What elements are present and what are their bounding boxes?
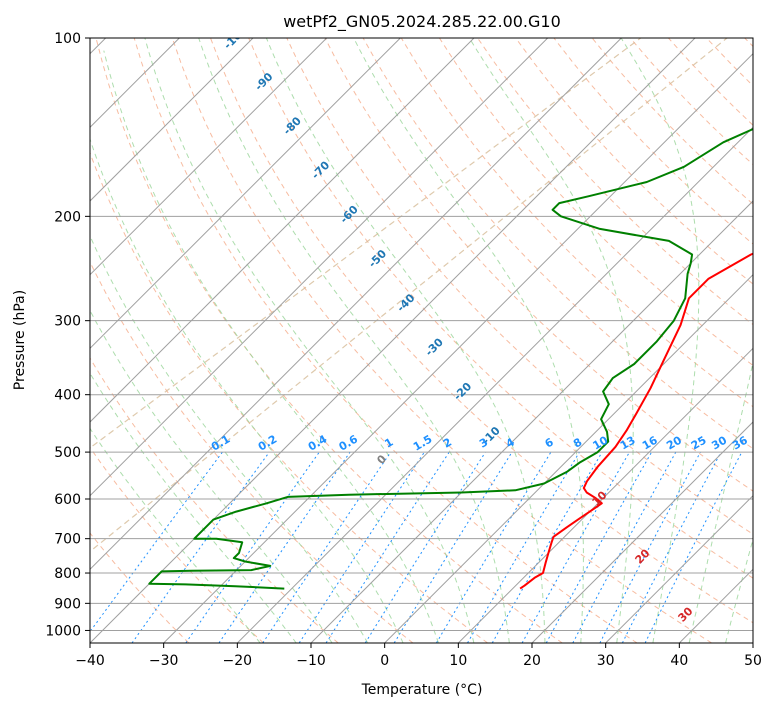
y-tick-label: 600 (54, 492, 81, 508)
y-tick-label: 500 (54, 445, 81, 461)
isotherm-line (90, 38, 254, 202)
moist-adiabat-line (90, 427, 261, 643)
dry-adiabat-line (248, 38, 753, 579)
isotherm-line (605, 494, 753, 643)
isotherm-line (236, 126, 753, 643)
dry-adiabat-line (133, 38, 638, 643)
dry-adiabat-line (515, 38, 753, 285)
y-tick-label: 100 (54, 31, 81, 47)
mixing-ratio-line (491, 451, 603, 643)
isotherm-line (90, 38, 696, 643)
moist-adiabat-line (353, 38, 584, 643)
y-tick-label: 900 (54, 596, 81, 612)
moist-adiabat-line (103, 50, 439, 643)
moist-adiabat-line (90, 137, 404, 643)
mixing-ratio-line (644, 451, 743, 643)
x-tick-label: −20 (223, 653, 253, 669)
isotherm-line (384, 273, 753, 643)
x-tick-label: 10 (449, 653, 467, 669)
isotherm-line (90, 38, 401, 350)
dry-adiabat-line (400, 38, 753, 408)
dry-adiabat-line (90, 446, 264, 643)
grid-layer (90, 38, 753, 643)
isotherm-line (90, 38, 549, 497)
mixing-ratio-line (599, 451, 701, 643)
guide-curve-line (90, 38, 728, 553)
x-tick-label: −40 (75, 653, 105, 669)
moist-adiabat-line (144, 38, 475, 643)
mixing-ratio-line (521, 451, 630, 643)
y-tick-label: 800 (54, 566, 81, 582)
data-layer (148, 127, 753, 590)
chart-title: wetPf2_GN05.2024.285.22.00.G10 (283, 12, 561, 32)
mixing-ratio-line (90, 451, 223, 633)
x-tick-label: 40 (670, 653, 688, 669)
moist-adiabat-line (90, 234, 369, 643)
isotherm-line (90, 38, 622, 571)
x-tick-label: 30 (597, 653, 615, 669)
moist-adiabat-line (90, 309, 333, 643)
guide-curve-line (90, 38, 642, 449)
y-tick-label: 400 (54, 388, 81, 404)
moist-adiabat-line (620, 38, 700, 643)
mixing-ratio-line (364, 451, 486, 643)
y-tick-label: 1000 (45, 623, 81, 639)
isotherm-line (90, 38, 328, 276)
isotherm-line (531, 421, 753, 643)
x-tick-label: −10 (296, 653, 326, 669)
y-tick-label: 300 (54, 314, 81, 330)
mixing-ratio-line (325, 451, 450, 643)
dry-adiabat-line (438, 38, 753, 367)
isotherm-line (310, 200, 753, 643)
x-tick-label: −30 (149, 653, 179, 669)
mixing-ratio-line (435, 451, 552, 643)
mixing-ratio-line (185, 451, 320, 643)
y-axis-label: Pressure (hPa) (12, 290, 28, 390)
dry-adiabat-line (90, 532, 190, 643)
isotherm-line (457, 347, 753, 643)
dry-adiabat-line (90, 151, 488, 643)
dry-adiabat-line (210, 38, 753, 624)
moist-adiabat-line (90, 372, 297, 643)
x-tick-label: 0 (380, 653, 389, 669)
dry-adiabat-line (95, 38, 563, 643)
x-axis-label: Temperature (°C) (361, 682, 483, 698)
dry-adiabat-line (171, 38, 712, 643)
mixing-ratio-line (393, 451, 513, 643)
mixing-ratio-line (298, 451, 425, 643)
isotherm-line (163, 52, 753, 643)
mixing-ratio-line (621, 451, 722, 643)
mixing-ratio-line (572, 451, 677, 643)
axis-layer: −40 −30 −20 −10 0 10 20 30 40 50 1000 900 800 700 600 5… (45, 31, 762, 669)
y-tick-label: 700 (54, 532, 81, 548)
plot-frame (89, 37, 754, 644)
x-tick-label: 20 (523, 653, 541, 669)
isotherm-line (90, 38, 475, 423)
mixing-ratio-line (545, 451, 653, 643)
mixing-ratio-line (467, 451, 580, 643)
y-tick-label: 200 (54, 209, 81, 225)
x-tick-label: 50 (744, 653, 762, 669)
dewpoint-profile-line (148, 127, 753, 590)
temperature-profile-line (519, 252, 753, 590)
